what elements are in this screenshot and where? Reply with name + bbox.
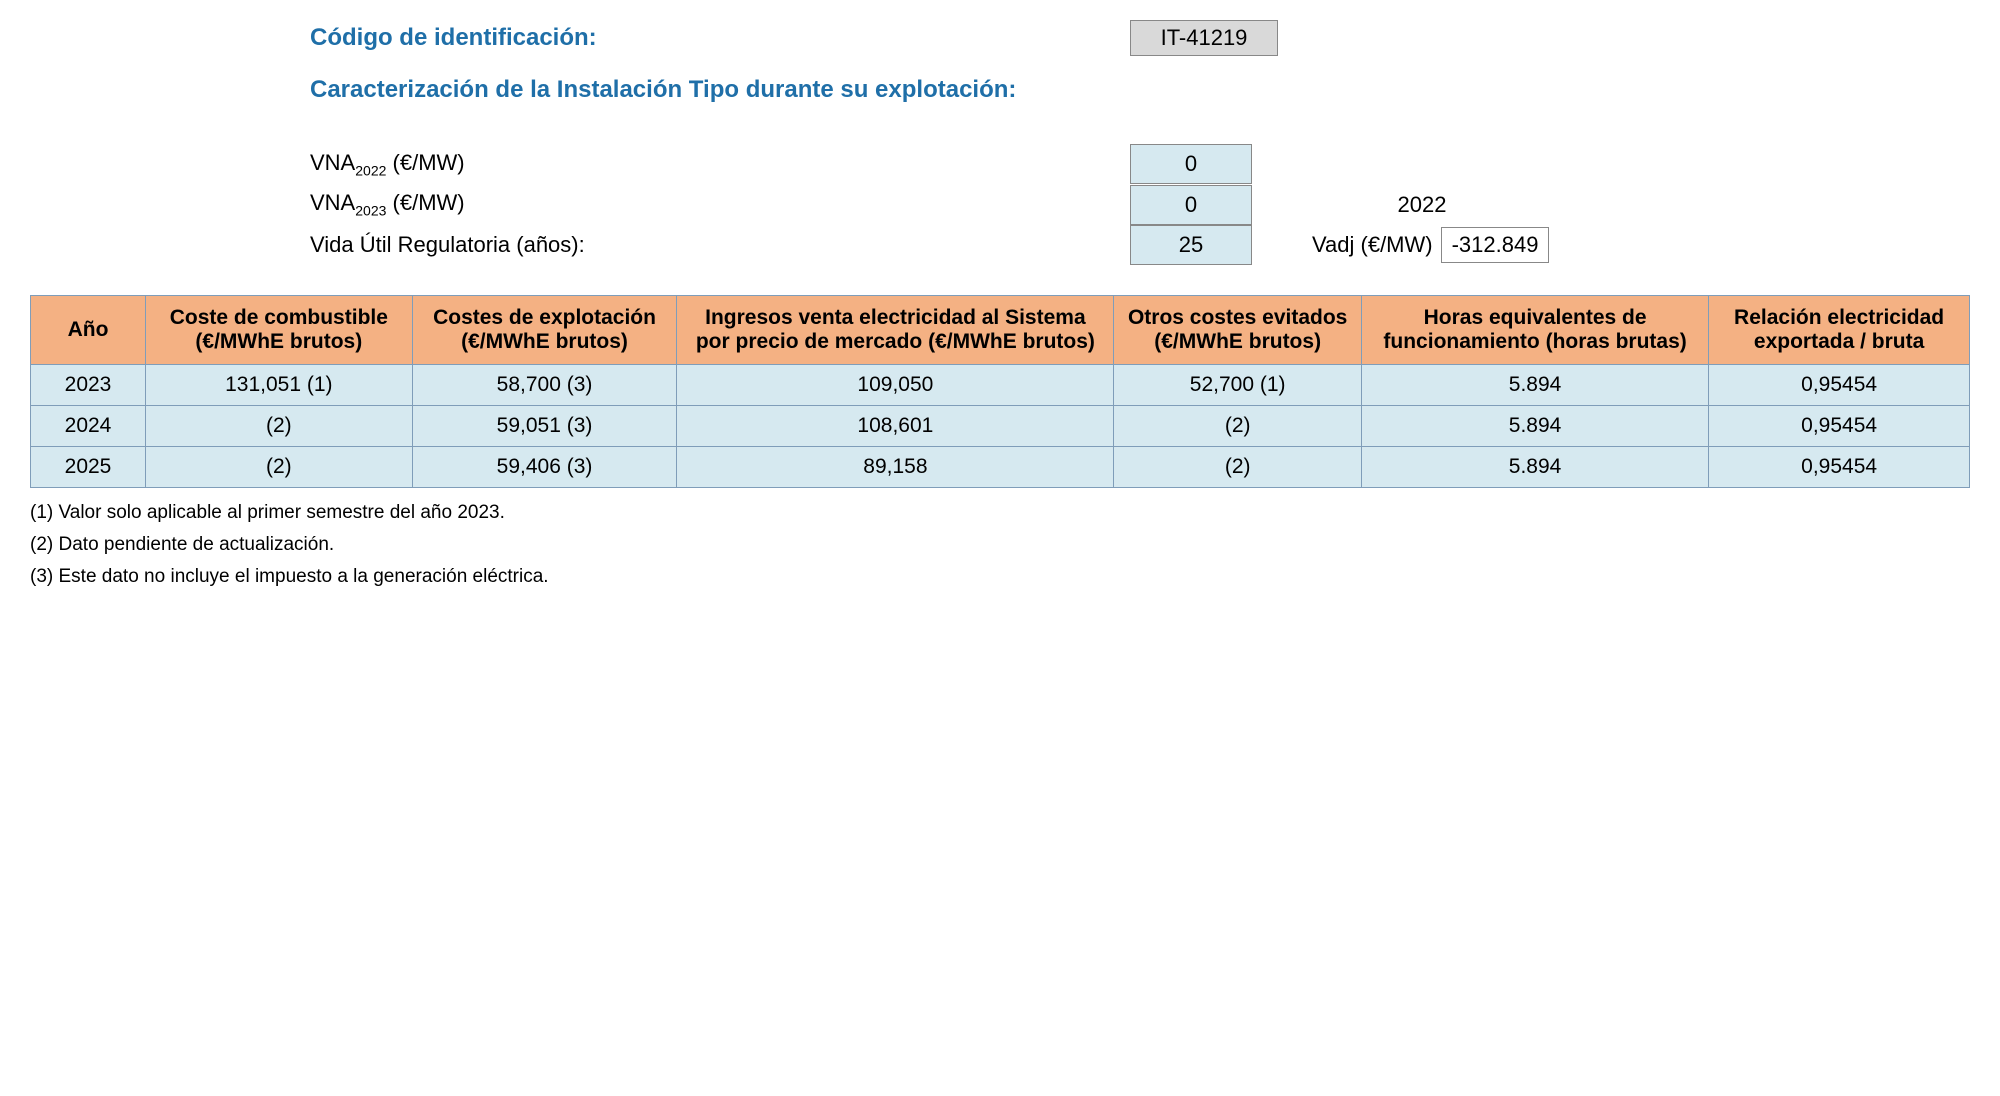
table-header-row: Año Coste de combustible (€/MWhE brutos)… — [31, 295, 1970, 364]
vna-2023-value: 0 — [1130, 185, 1252, 225]
th-fuel: Coste de combustible (€/MWhE brutos) — [146, 295, 413, 364]
cell-ratio: 0,95454 — [1709, 446, 1970, 487]
th-year: Año — [31, 295, 146, 364]
vna-2022-sub: 2022 — [355, 162, 386, 178]
table-row: 2025 (2) 59,406 (3) 89,158 (2) 5.894 0,9… — [31, 446, 1970, 487]
data-table: Año Coste de combustible (€/MWhE brutos)… — [30, 295, 1970, 488]
vna-2022-label: VNA2022 (€/MW) — [310, 144, 1130, 184]
vida-value: 25 — [1130, 225, 1252, 265]
table-row: 2023 131,051 (1) 58,700 (3) 109,050 52,7… — [31, 364, 1970, 405]
vna-2022-row: VNA2022 (€/MW) 0 — [310, 144, 1970, 184]
cell-year: 2024 — [31, 405, 146, 446]
cell-fuel: (2) — [146, 446, 413, 487]
vna-2022-value: 0 — [1130, 144, 1252, 184]
footnote-3: (3) Este dato no incluye el impuesto a l… — [30, 566, 1970, 588]
cell-hours: 5.894 — [1361, 446, 1708, 487]
footnotes: (1) Valor solo aplicable al primer semes… — [30, 502, 1970, 588]
cell-income: 109,050 — [677, 364, 1114, 405]
cell-fuel: (2) — [146, 405, 413, 446]
cell-income: 108,601 — [677, 405, 1114, 446]
vna-2023-label: VNA2023 (€/MW) — [310, 184, 1130, 224]
cell-fuel: 131,051 (1) — [146, 364, 413, 405]
vadj-value: -312.849 — [1441, 227, 1550, 263]
vna-2023-row: VNA2023 (€/MW) 0 2022 — [310, 184, 1970, 224]
footnote-1: (1) Valor solo aplicable al primer semes… — [30, 502, 1970, 524]
cell-ratio: 0,95454 — [1709, 405, 1970, 446]
header-block: Código de identificación: IT-41219 Carac… — [310, 20, 1970, 265]
vida-row: Vida Útil Regulatoria (años): 25 Vadj (€… — [310, 225, 1970, 265]
vna-2023-sub: 2023 — [355, 203, 386, 219]
cell-year: 2023 — [31, 364, 146, 405]
cell-hours: 5.894 — [1361, 364, 1708, 405]
footnote-2: (2) Dato pendiente de actualización. — [30, 534, 1970, 556]
year-extra: 2022 — [1332, 192, 1512, 218]
vadj-label: Vadj (€/MW) — [1312, 232, 1433, 258]
cell-opex: 59,051 (3) — [412, 405, 677, 446]
vna-2023-pre: VNA — [310, 190, 355, 215]
vna-2022-post: (€/MW) — [386, 150, 464, 175]
vna-2023-post: (€/MW) — [386, 190, 464, 215]
cell-ratio: 0,95454 — [1709, 364, 1970, 405]
cell-hours: 5.894 — [1361, 405, 1708, 446]
code-label: Código de identificación: — [310, 24, 1130, 52]
th-opex: Costes de explotación (€/MWhE brutos) — [412, 295, 677, 364]
section-title: Caracterización de la Instalación Tipo d… — [310, 76, 1970, 104]
cell-avoided: 52,700 (1) — [1114, 364, 1362, 405]
cell-year: 2025 — [31, 446, 146, 487]
vida-label: Vida Útil Regulatoria (años): — [310, 226, 1130, 264]
cell-avoided: (2) — [1114, 446, 1362, 487]
cell-opex: 58,700 (3) — [412, 364, 677, 405]
code-row: Código de identificación: IT-41219 — [310, 20, 1970, 56]
cell-opex: 59,406 (3) — [412, 446, 677, 487]
th-avoided: Otros costes evitados (€/MWhE brutos) — [1114, 295, 1362, 364]
code-value: IT-41219 — [1130, 20, 1278, 56]
th-ratio: Relación electricidad exportada / bruta — [1709, 295, 1970, 364]
vna-2022-pre: VNA — [310, 150, 355, 175]
cell-income: 89,158 — [677, 446, 1114, 487]
table-row: 2024 (2) 59,051 (3) 108,601 (2) 5.894 0,… — [31, 405, 1970, 446]
cell-avoided: (2) — [1114, 405, 1362, 446]
th-income: Ingresos venta electricidad al Sistema p… — [677, 295, 1114, 364]
th-hours: Horas equivalentes de funcionamiento (ho… — [1361, 295, 1708, 364]
